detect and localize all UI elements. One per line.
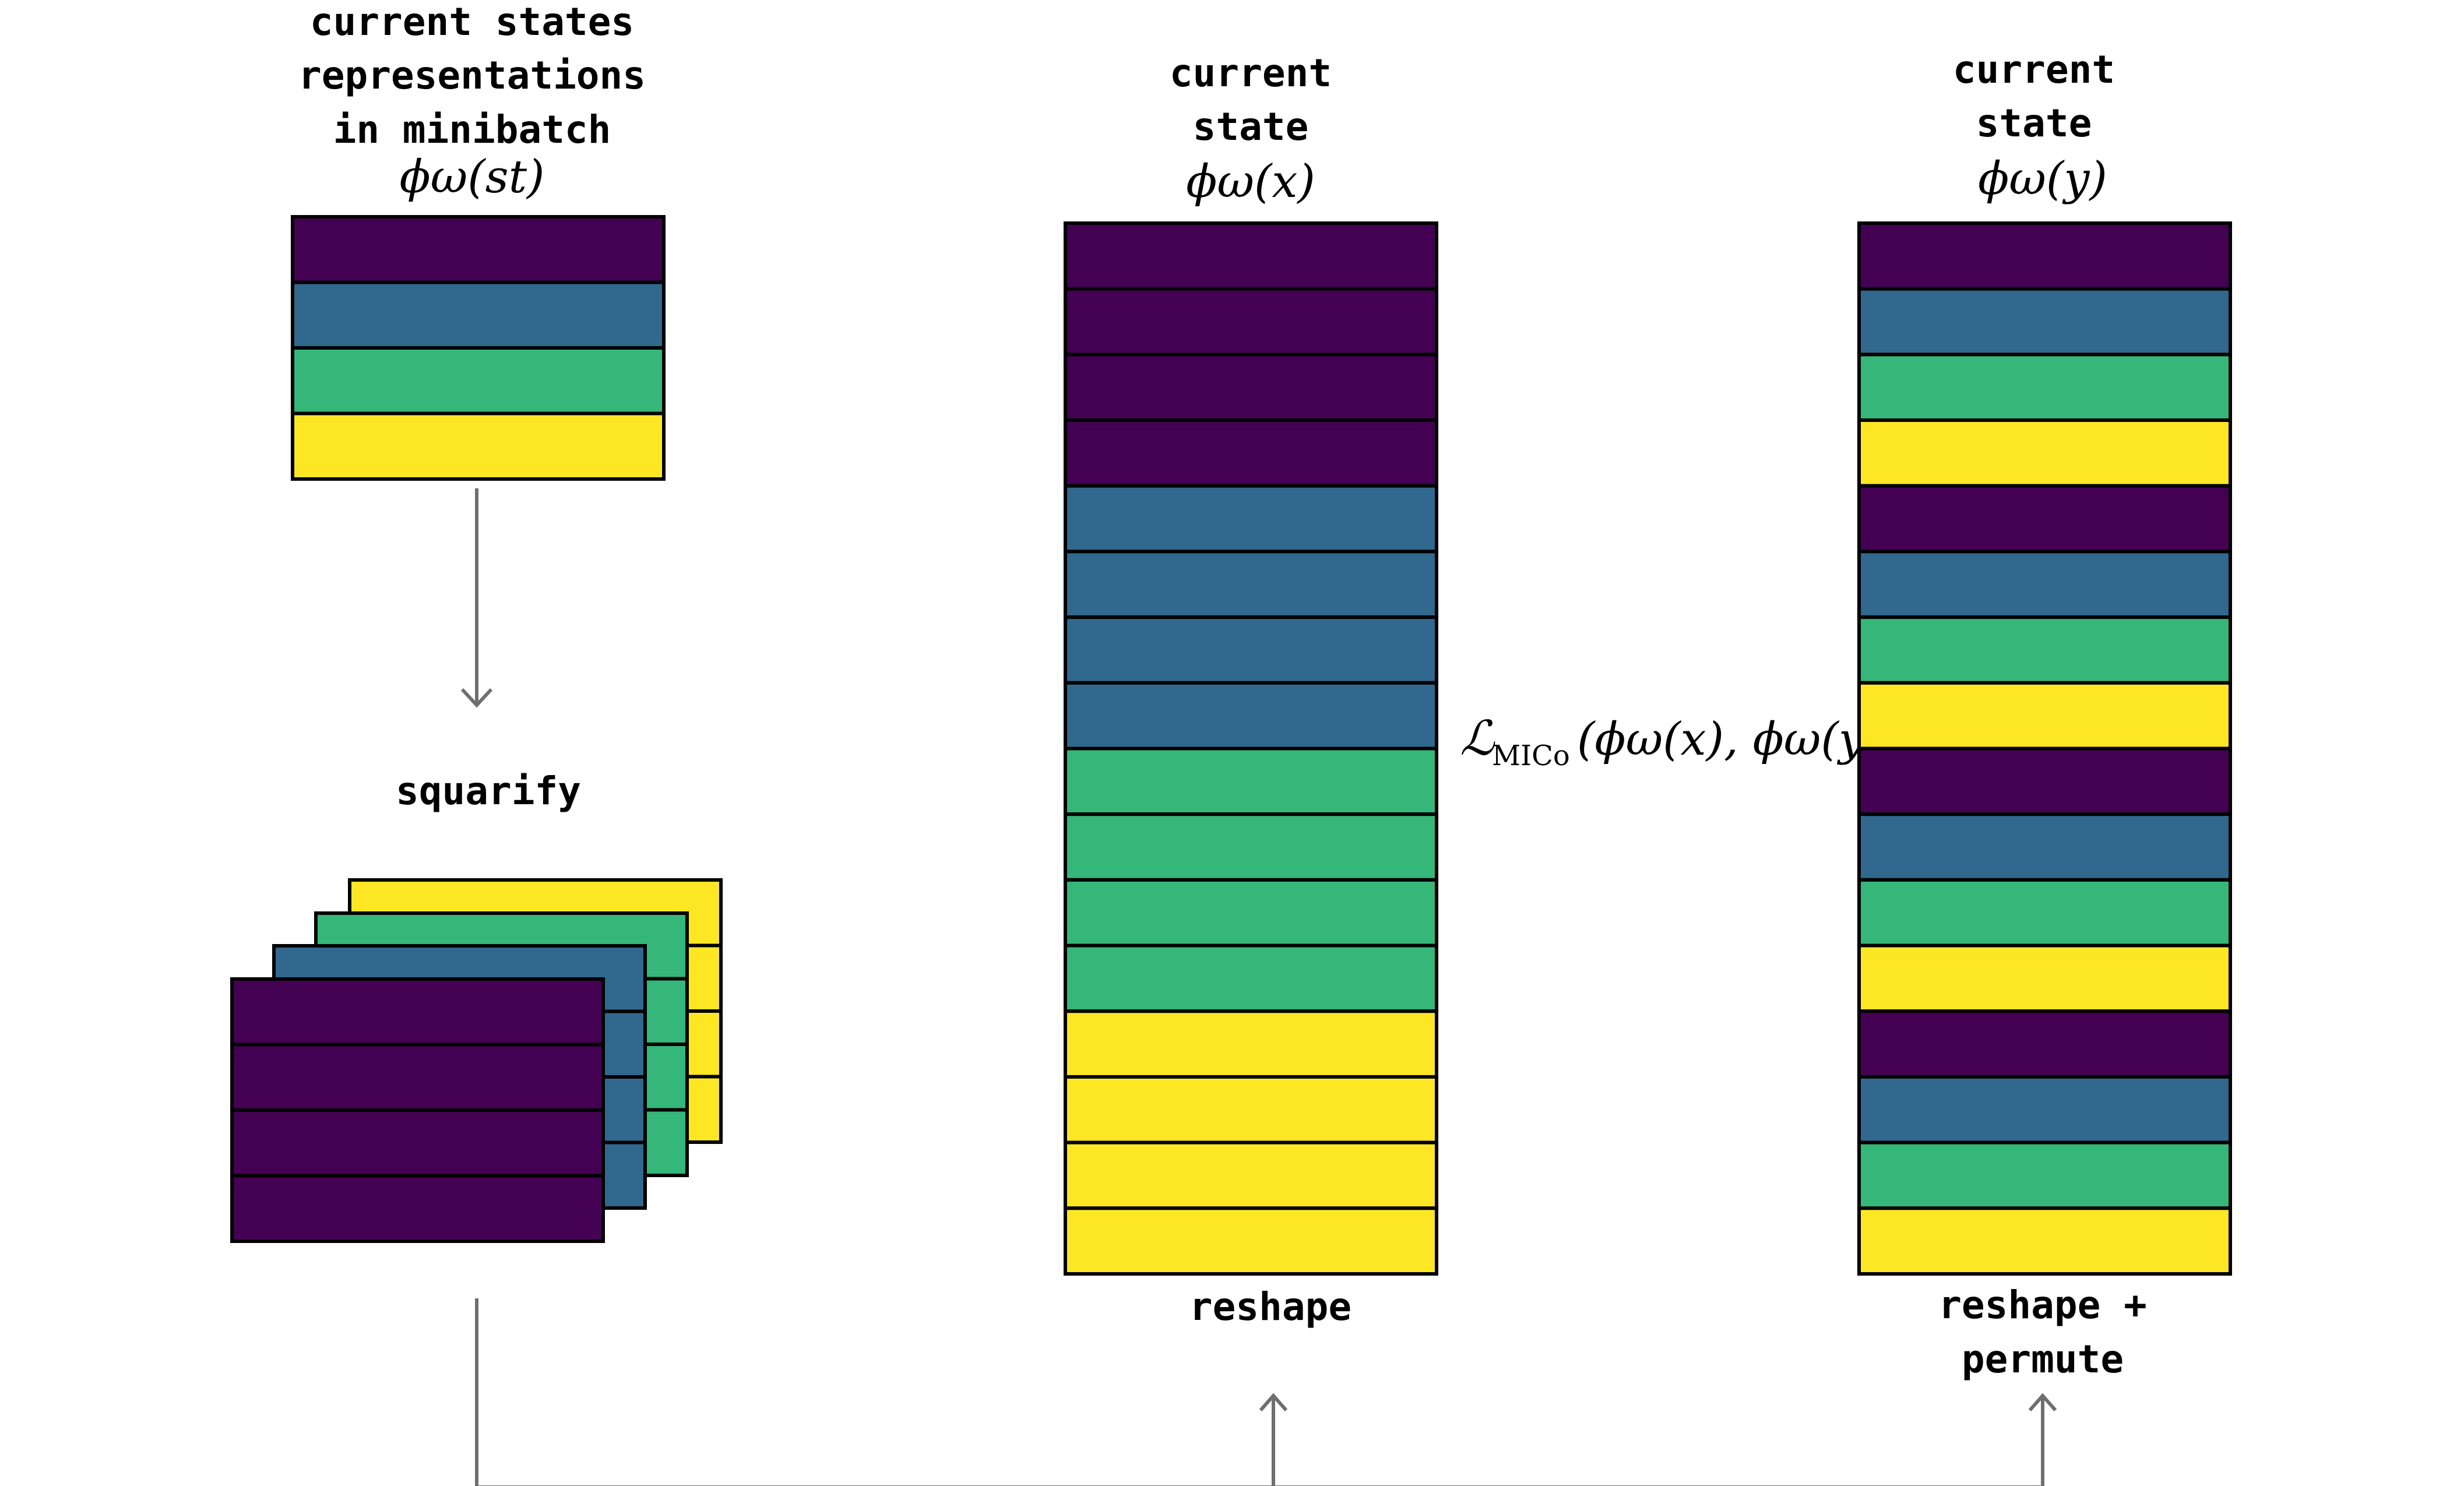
state-x-row-green	[1065, 749, 1437, 815]
state-y-math-label: ϕω(y)	[1978, 153, 2107, 205]
squarify-cell-purple	[232, 1110, 603, 1176]
minibatch-title-line-2: representations	[298, 53, 646, 98]
state-y-row-yellow	[1859, 946, 2230, 1012]
state-x-row-green	[1065, 880, 1437, 946]
mico-loss-label: ℒ MICo (ϕω(x), ϕω(y))	[1460, 711, 1900, 772]
squarify-label: squarify	[396, 769, 581, 814]
state-y-row-green	[1859, 617, 2230, 683]
minibatch-representation-block	[293, 217, 664, 479]
state-y-row-purple	[1859, 749, 2230, 815]
state-x-row-purple	[1065, 223, 1437, 289]
minibatch-title-line-3: in minibatch	[333, 107, 611, 152]
minibatch-row-yellow	[293, 414, 664, 480]
state-y-row-blue	[1859, 289, 2230, 355]
state-x-row-blue	[1065, 551, 1437, 617]
state-y-row-yellow	[1859, 683, 2230, 749]
minibatch-row-green	[293, 348, 664, 414]
minibatch-math-label: ϕω(st)	[399, 151, 544, 203]
squarify-cell-purple	[232, 1176, 603, 1242]
squarify-layer-purple	[232, 979, 603, 1241]
state-x-row-purple	[1065, 289, 1437, 355]
squarify-cell-purple	[232, 1045, 603, 1111]
state-y-row-purple	[1859, 486, 2230, 552]
state-y-row-green	[1859, 880, 2230, 946]
state-y-row-blue	[1859, 551, 2230, 617]
state-y-row-yellow	[1859, 420, 2230, 486]
minibatch-title-line-1: current states	[310, 0, 634, 44]
state-y-row-green	[1859, 354, 2230, 420]
state-x-row-blue	[1065, 683, 1437, 749]
loss-subscript: MICo	[1492, 740, 1570, 772]
state-x-row-purple	[1065, 354, 1437, 420]
state-y-title-line-1: current	[1953, 47, 2115, 92]
state-y-row-purple	[1859, 223, 2230, 289]
state-x-row-blue	[1065, 617, 1437, 683]
state-y-caption-line-2: permute	[1962, 1337, 2124, 1382]
loss-arguments: (ϕω(x), ϕω(y))	[1577, 713, 1900, 766]
loss-symbol: ℒ	[1460, 711, 1495, 766]
state-x-column	[1065, 223, 1437, 1274]
state-y-title-line-2: state	[1976, 101, 2092, 146]
state-y-row-blue	[1859, 814, 2230, 880]
state-y-row-purple	[1859, 1011, 2230, 1077]
minibatch-title: current states representations in miniba…	[298, 0, 646, 152]
squarify-stack	[232, 880, 721, 1241]
state-x-title-line-1: current	[1170, 51, 1332, 96]
state-x-row-purple	[1065, 420, 1437, 486]
minibatch-row-purple	[293, 217, 664, 283]
state-y-row-blue	[1859, 1077, 2230, 1143]
state-y-column	[1859, 223, 2230, 1274]
state-y-caption-line-1: reshape +	[1938, 1283, 2147, 1327]
state-y-row-yellow	[1859, 1208, 2230, 1274]
state-x-row-green	[1065, 946, 1437, 1012]
state-x-caption: reshape	[1189, 1284, 1351, 1329]
state-x-row-yellow	[1065, 1077, 1437, 1143]
state-x-row-yellow	[1065, 1143, 1437, 1209]
state-x-title-line-2: state	[1193, 104, 1309, 149]
state-x-math-label: ϕω(x)	[1186, 156, 1315, 208]
state-y-row-green	[1859, 1143, 2230, 1209]
state-x-row-green	[1065, 814, 1437, 880]
minibatch-row-blue	[293, 283, 664, 348]
state-x-row-yellow	[1065, 1011, 1437, 1077]
state-x-row-blue	[1065, 486, 1437, 552]
state-x-row-yellow	[1065, 1208, 1437, 1274]
squarify-cell-purple	[232, 979, 603, 1045]
